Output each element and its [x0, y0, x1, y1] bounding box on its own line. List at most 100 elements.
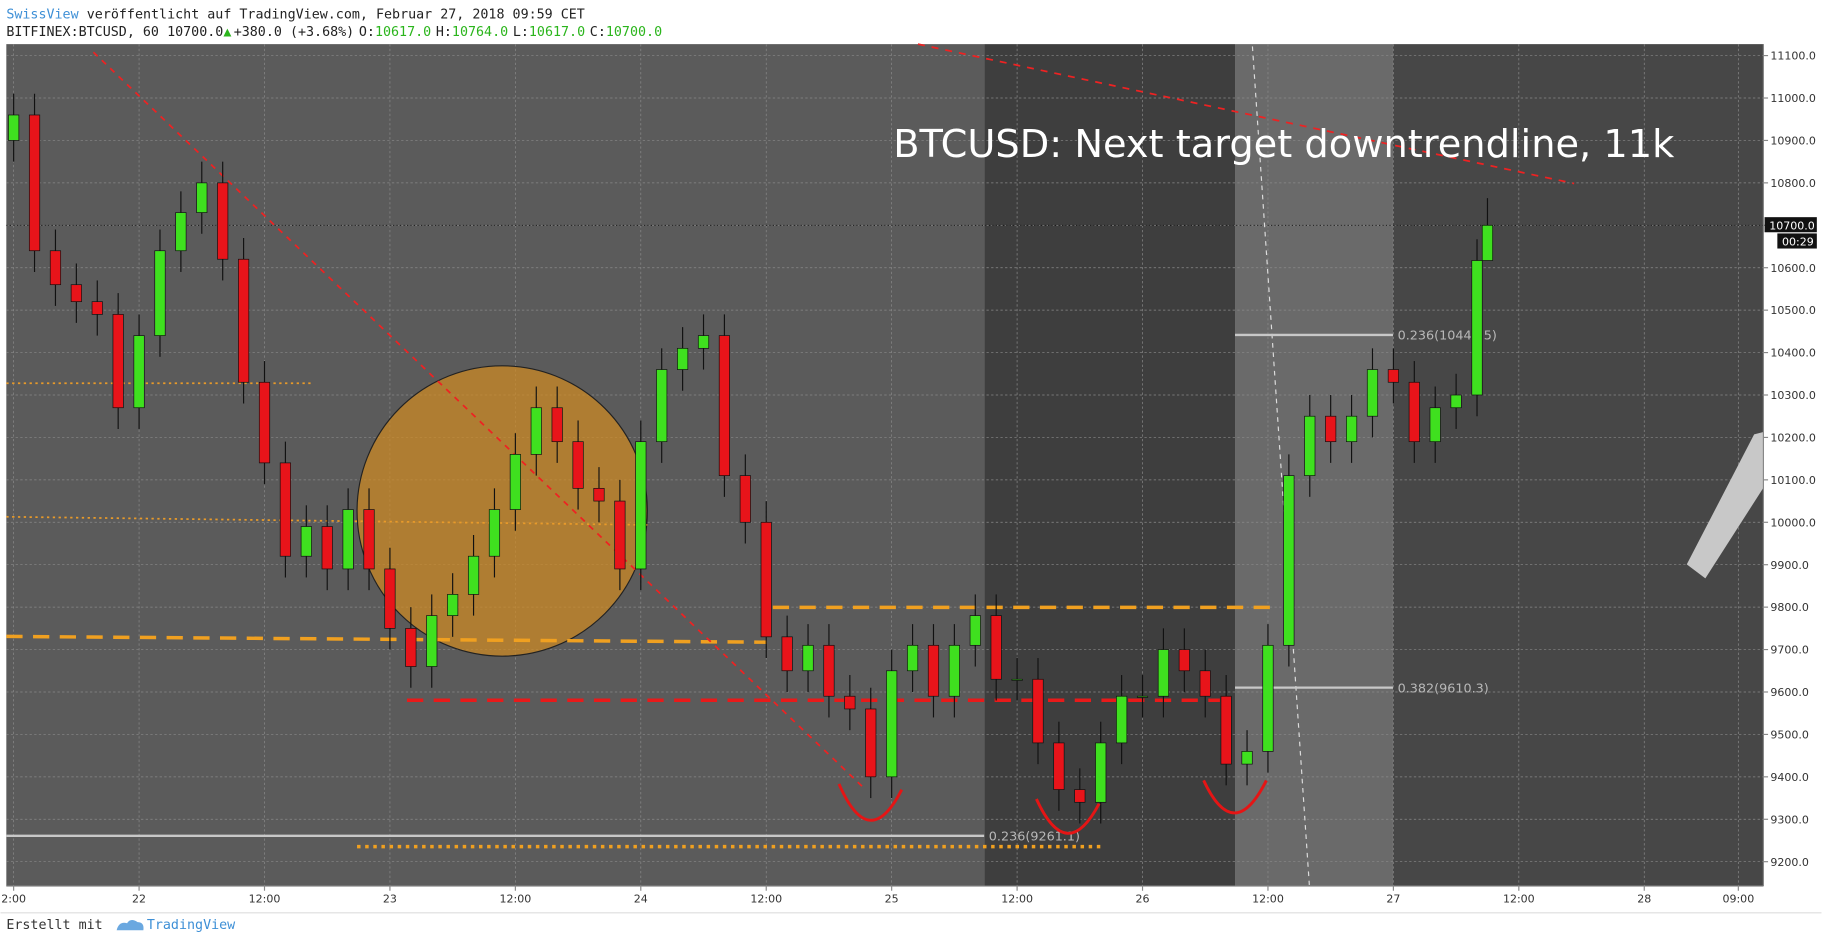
x-tick-label: 12:00 — [499, 892, 531, 905]
candle-body — [1116, 695, 1128, 744]
x-tick-label: 26 — [1136, 892, 1150, 905]
last-price-label: 10700.0 — [1769, 219, 1815, 232]
countdown-box — [1777, 233, 1817, 249]
candle-body — [1199, 670, 1211, 697]
candle-body — [551, 407, 563, 443]
candle-body — [1429, 407, 1441, 443]
candle-body — [886, 670, 898, 778]
candle-body — [384, 568, 396, 629]
y-tick-label: 10400.0 — [1770, 347, 1816, 360]
time-axis-bg — [6, 886, 1764, 912]
candle-body — [1178, 649, 1190, 672]
candle-body — [1387, 369, 1399, 383]
candle-body — [447, 594, 459, 616]
y-tick-label: 9500.0 — [1770, 728, 1809, 741]
x-tick-label: 27 — [1386, 892, 1400, 905]
candle-body — [1095, 742, 1107, 803]
candle-body — [1283, 475, 1295, 646]
ohlc-value: 10700.0 — [606, 25, 662, 40]
candle-body — [1481, 224, 1494, 261]
candle-body — [321, 526, 333, 570]
ohlc-label: O: — [359, 25, 375, 40]
candle-body — [1471, 260, 1483, 396]
arrow-shape — [1686, 432, 1764, 579]
y-tick-label: 10100.0 — [1770, 474, 1816, 487]
candle-body — [154, 250, 166, 336]
ohlc-label: L: — [513, 25, 529, 40]
candle-body — [969, 615, 981, 646]
plot-area — [6, 44, 1764, 887]
up-arrow: ▲ — [223, 25, 231, 40]
candle-body — [760, 521, 772, 638]
x-tick-label: 23 — [383, 892, 397, 905]
ohlc-value: 10617.0 — [529, 25, 585, 40]
candle-body — [593, 487, 605, 502]
x-tick-label: 2:00 — [1, 892, 26, 905]
pattern-arc — [1202, 779, 1268, 815]
candle-body — [1346, 415, 1358, 443]
candle-body — [217, 182, 229, 260]
candle-body — [572, 441, 584, 489]
chart-title: BTCUSD: Next target downtrendline, 11k — [893, 122, 1675, 167]
candle-body — [823, 644, 835, 697]
candle-body — [488, 509, 501, 557]
x-tick-label: 12:00 — [1001, 892, 1033, 905]
candle-body — [1157, 649, 1170, 697]
symbol: BITFINEX:BTCUSD, 60 — [6, 25, 159, 40]
candle-body — [1262, 644, 1274, 752]
candle-body — [739, 475, 751, 523]
ohlc-value: 10617.0 — [375, 25, 431, 40]
y-tick-label: 10200.0 — [1770, 431, 1816, 444]
change: +380.0 (+3.68%) — [234, 25, 355, 40]
candle-body — [1304, 415, 1316, 476]
candle-body — [133, 335, 145, 409]
candle-body — [28, 114, 41, 252]
last-price-box — [1764, 217, 1817, 233]
session-bg — [984, 44, 1236, 887]
x-tick-label: 12:00 — [750, 892, 782, 905]
candle-body — [112, 314, 124, 409]
candle-body — [865, 708, 877, 778]
candle-body — [1450, 394, 1462, 409]
footer-brand: TradingView — [147, 918, 236, 933]
candle-body — [948, 644, 960, 697]
candle-body — [509, 454, 521, 510]
drawings — [837, 432, 1764, 835]
y-tick-label: 9600.0 — [1770, 686, 1809, 699]
header-line-1: SwissView veröffentlicht auf TradingView.… — [6, 8, 585, 23]
ohlc-label: H: — [436, 25, 452, 40]
candle-body — [1408, 381, 1420, 443]
candle-body — [342, 509, 354, 570]
candle-body — [1074, 789, 1086, 803]
tv-logo — [116, 920, 144, 931]
y-tick-label: 9700.0 — [1770, 644, 1809, 657]
x-tick-label: 28 — [1637, 892, 1651, 905]
y-tick-label: 9400.0 — [1770, 771, 1809, 784]
candle-body — [8, 114, 20, 141]
candle-body — [677, 347, 689, 370]
candle-body — [467, 555, 480, 595]
published: veröffentlicht auf TradingView.com, Febr… — [87, 8, 585, 23]
candle-body — [697, 335, 710, 349]
candle-body — [238, 258, 250, 383]
x-tick-label: 12:00 — [1503, 892, 1535, 905]
y-tick-label: 11000.0 — [1770, 92, 1816, 105]
y-tick-label: 10000.0 — [1770, 516, 1816, 529]
x-tick-label: 25 — [885, 892, 899, 905]
candle-body — [656, 369, 668, 443]
candle-body — [1032, 678, 1044, 744]
ohlc-value: 10764.0 — [452, 25, 508, 40]
y-tick-label: 11100.0 — [1770, 50, 1816, 63]
trend-line — [917, 43, 1575, 185]
candle-body — [844, 695, 856, 710]
candle-body — [1220, 695, 1232, 765]
candle-body — [802, 644, 814, 672]
candle-body — [175, 212, 187, 252]
pattern-arc — [837, 783, 904, 822]
candle-body — [363, 509, 375, 570]
candle-body — [927, 644, 940, 697]
y-tick-label: 10800.0 — [1770, 177, 1816, 190]
candle-body — [906, 644, 919, 672]
y-tick-label: 9300.0 — [1770, 813, 1809, 826]
